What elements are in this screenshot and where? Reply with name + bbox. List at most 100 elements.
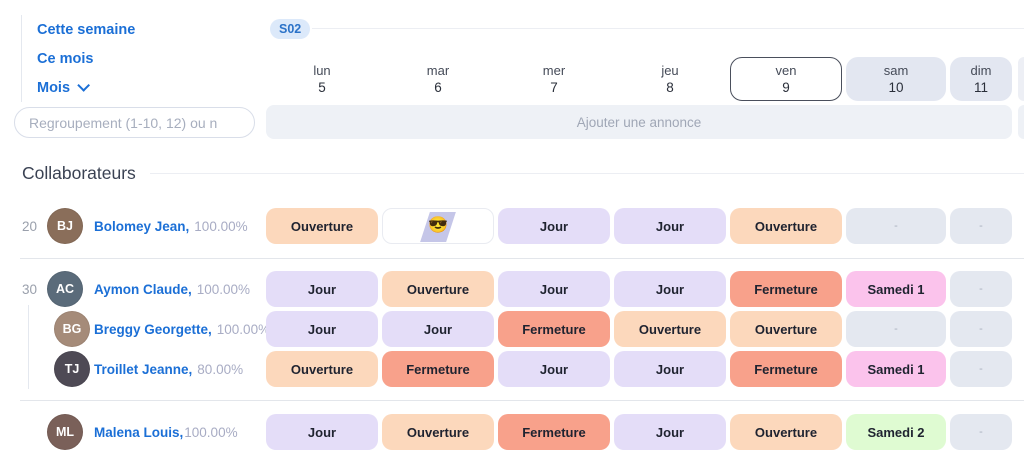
row-group-divider [20, 258, 1024, 259]
collaborator-name-link[interactable]: Malena Louis, [94, 424, 184, 440]
filter-this-week-label: Cette semaine [37, 21, 136, 38]
shift-cell-jour[interactable]: Jour [498, 351, 610, 387]
announcement-row-cutoff [1018, 105, 1024, 139]
day-header-sam[interactable]: sam 10 [846, 57, 946, 101]
shift-cell-empty[interactable]: - [846, 311, 946, 347]
shift-cell-fermeture[interactable]: Fermeture [730, 351, 842, 387]
day-number: 9 [782, 79, 790, 95]
header-divider [312, 28, 1024, 29]
filter-this-month[interactable]: Ce mois [37, 44, 135, 73]
collaborator-rate: 100.00% [184, 424, 238, 440]
collaborator-row: 20 BJ Bolomey Jean, 100.00% Ouverture 😎 Jour Jo… [0, 208, 1024, 244]
shift-cell-jour[interactable]: Jour [266, 271, 378, 307]
collaborator-identity: Malena Louis, 100.00% [94, 414, 238, 450]
day-header-ven[interactable]: ven 9 [730, 57, 842, 101]
shift-cell-fermeture[interactable]: Fermeture [498, 414, 610, 450]
shift-cells: Ouverture Fermeture Jour Jour Fermeture Samed… [266, 351, 1012, 387]
collaborator-name-link[interactable]: Breggy Georgette, [94, 321, 212, 337]
grouping-search-input[interactable] [14, 107, 255, 138]
day-header-jeu[interactable]: jeu 8 [614, 57, 726, 101]
day-header-lun[interactable]: lun 5 [266, 57, 378, 101]
collaborator-name-link[interactable]: Aymon Claude, [94, 281, 192, 297]
collaborator-rate: 80.00% [197, 361, 244, 377]
avatar[interactable]: AC [47, 271, 83, 307]
day-number: 11 [973, 79, 988, 95]
shift-cell-samedi1[interactable]: Samedi 1 [846, 351, 946, 387]
shift-cell-empty[interactable]: - [950, 351, 1012, 387]
shift-cell-fermeture[interactable]: Fermeture [498, 311, 610, 347]
shift-cell-empty[interactable]: - [846, 208, 946, 244]
shift-cell-empty[interactable]: - [950, 311, 1012, 347]
collaborator-identity: Troillet Jeanne, 80.00% [94, 351, 243, 387]
day-number: 10 [888, 79, 904, 95]
avatar[interactable]: BG [54, 311, 90, 347]
add-announcement-row[interactable]: Ajouter une annonce [266, 105, 1012, 139]
shift-cell-jour[interactable]: Jour [382, 311, 494, 347]
shift-cell-empty[interactable]: - [950, 271, 1012, 307]
day-number: 8 [666, 79, 674, 95]
chevron-down-icon [77, 79, 91, 92]
shift-cell-samedi1[interactable]: Samedi 1 [846, 271, 946, 307]
row-group-divider [20, 400, 1024, 401]
shift-cell-ouverture[interactable]: Ouverture [382, 414, 494, 450]
shift-cell-jour[interactable]: Jour [614, 208, 726, 244]
day-name: ven [775, 62, 797, 78]
collaborator-rate: 100.00% [196, 281, 251, 297]
shift-cells: Jour Ouverture Jour Jour Fermeture Samedi 1- [266, 271, 1012, 307]
shift-cell-ouverture[interactable]: Ouverture [382, 271, 494, 307]
collaborator-row: ML Malena Louis, 100.00% Jour Ouverture Ferme… [0, 414, 1024, 450]
day-name: mar [426, 62, 450, 78]
day-name: mer [542, 62, 566, 78]
day-header-mer[interactable]: mer 7 [498, 57, 610, 101]
day-name: dim [970, 62, 992, 78]
day-name: sam [883, 62, 909, 78]
shift-cell-ouverture[interactable]: Ouverture [266, 208, 378, 244]
shift-cell-jour[interactable]: Jour [614, 414, 726, 450]
filter-month-dropdown[interactable]: Mois [37, 73, 135, 102]
day-header-mar[interactable]: mar 6 [382, 57, 494, 101]
avatar[interactable]: ML [47, 414, 83, 450]
day-header-dim[interactable]: dim 11 [950, 57, 1012, 101]
shift-cell-ouverture[interactable]: Ouverture [730, 414, 842, 450]
shift-cell-empty[interactable]: - [950, 414, 1012, 450]
filter-this-week[interactable]: Cette semaine [37, 15, 135, 44]
week-number-badge: S02 [270, 19, 311, 39]
row-order-number: 20 [22, 218, 38, 234]
shift-cell-ouverture[interactable]: Ouverture [730, 311, 842, 347]
shift-cells: Jour Jour Fermeture Ouverture Ouverture - - [266, 311, 1012, 347]
day-name: lun [313, 62, 331, 78]
next-day-cutoff [1018, 57, 1024, 101]
shift-cell-special-emoji[interactable]: 😎 [382, 208, 494, 244]
shift-cell-ouverture[interactable]: Ouverture [730, 208, 842, 244]
day-number: 5 [318, 79, 326, 95]
shift-cell-samedi2[interactable]: Samedi 2 [846, 414, 946, 450]
avatar[interactable]: TJ [54, 351, 90, 387]
sunglasses-emoji-icon: 😎 [428, 217, 448, 234]
shift-cell-jour[interactable]: Jour [266, 311, 378, 347]
shift-cell-fermeture[interactable]: Fermeture [730, 271, 842, 307]
shift-cell-jour[interactable]: Jour [498, 271, 610, 307]
collaborator-rate: 100.00% [194, 218, 248, 234]
shift-cell-jour[interactable]: Jour [498, 208, 610, 244]
shift-cell-fermeture[interactable]: Fermeture [382, 351, 494, 387]
shift-cell-ouverture[interactable]: Ouverture [614, 311, 726, 347]
shift-cell-jour[interactable]: Jour [266, 414, 378, 450]
filter-this-month-label: Ce mois [37, 50, 94, 67]
collaborator-name-link[interactable]: Troillet Jeanne, [94, 361, 193, 377]
collaborator-identity: Breggy Georgette, 100.00% [94, 311, 270, 347]
section-divider [149, 173, 1024, 174]
shift-cell-empty[interactable]: - [950, 208, 1012, 244]
shift-cell-jour[interactable]: Jour [614, 351, 726, 387]
collaborator-name-link[interactable]: Bolomey Jean, [94, 218, 190, 234]
day-number: 6 [434, 79, 442, 95]
row-order-number: 30 [22, 281, 38, 297]
shift-cells: Jour Ouverture Fermeture Jour Ouverture Samed… [266, 414, 1012, 450]
shift-cells: Ouverture 😎 Jour Jour Ouverture - - [266, 208, 1012, 244]
collaborator-identity: Bolomey Jean, 100.00% [94, 208, 248, 244]
collaborator-row: TJ Troillet Jeanne, 80.00% Ouverture Fermetu… [0, 351, 1024, 387]
day-number: 7 [550, 79, 558, 95]
collaborator-row: BG Breggy Georgette, 100.00% Jour Jour Fermet… [0, 311, 1024, 347]
shift-cell-jour[interactable]: Jour [614, 271, 726, 307]
shift-cell-ouverture[interactable]: Ouverture [266, 351, 378, 387]
avatar[interactable]: BJ [47, 208, 83, 244]
